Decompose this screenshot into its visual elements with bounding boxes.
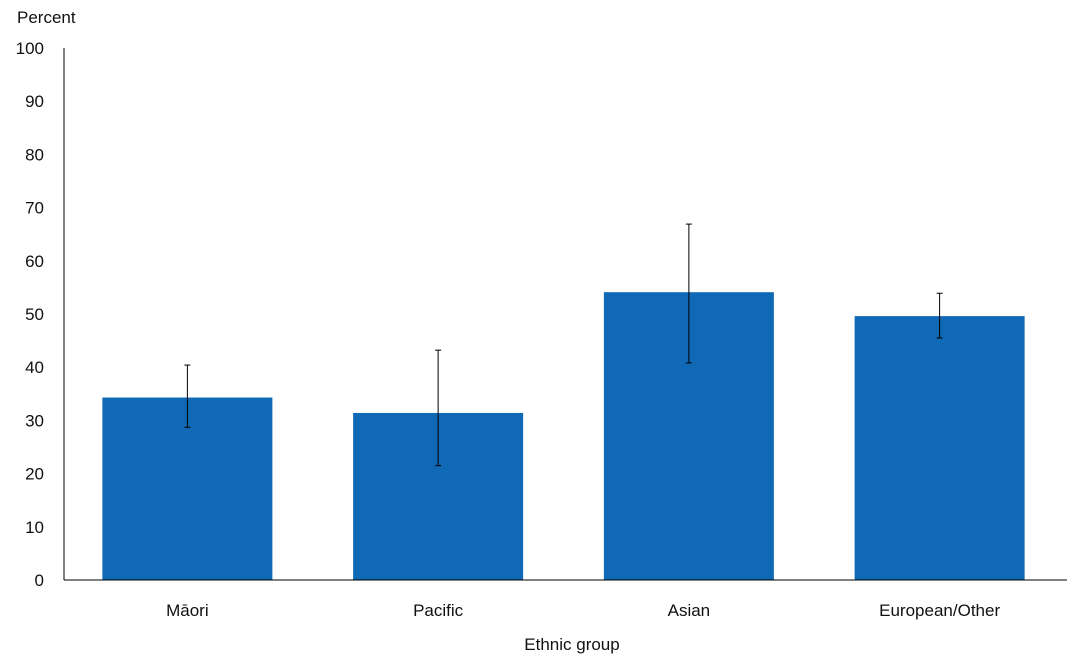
bar [854, 316, 1025, 580]
y-tick-label: 0 [35, 571, 44, 590]
y-tick-label: 50 [25, 305, 44, 324]
y-tick-label: 80 [25, 145, 44, 164]
bar [102, 397, 273, 580]
bars [102, 292, 1025, 580]
x-axis: Māori Pacific Asian European/Other [166, 601, 1000, 620]
y-tick-label: 60 [25, 252, 44, 271]
y-tick-label: 100 [16, 39, 44, 58]
y-axis-title: Percent [17, 8, 76, 27]
x-tick-label: Māori [166, 601, 209, 620]
x-tick-label: Asian [668, 601, 711, 620]
y-tick-label: 70 [25, 199, 44, 218]
error-bars [184, 223, 943, 467]
y-tick-label: 40 [25, 358, 44, 377]
y-tick-label: 90 [25, 92, 44, 111]
x-axis-title: Ethnic group [524, 635, 619, 654]
y-tick-label: 10 [25, 518, 44, 537]
x-tick-label: European/Other [879, 601, 1000, 620]
y-tick-label: 30 [25, 411, 44, 430]
y-axis: 0 10 20 30 40 50 60 70 80 90 100 [16, 39, 44, 590]
x-tick-label: Pacific [413, 601, 464, 620]
y-tick-label: 20 [25, 465, 44, 484]
